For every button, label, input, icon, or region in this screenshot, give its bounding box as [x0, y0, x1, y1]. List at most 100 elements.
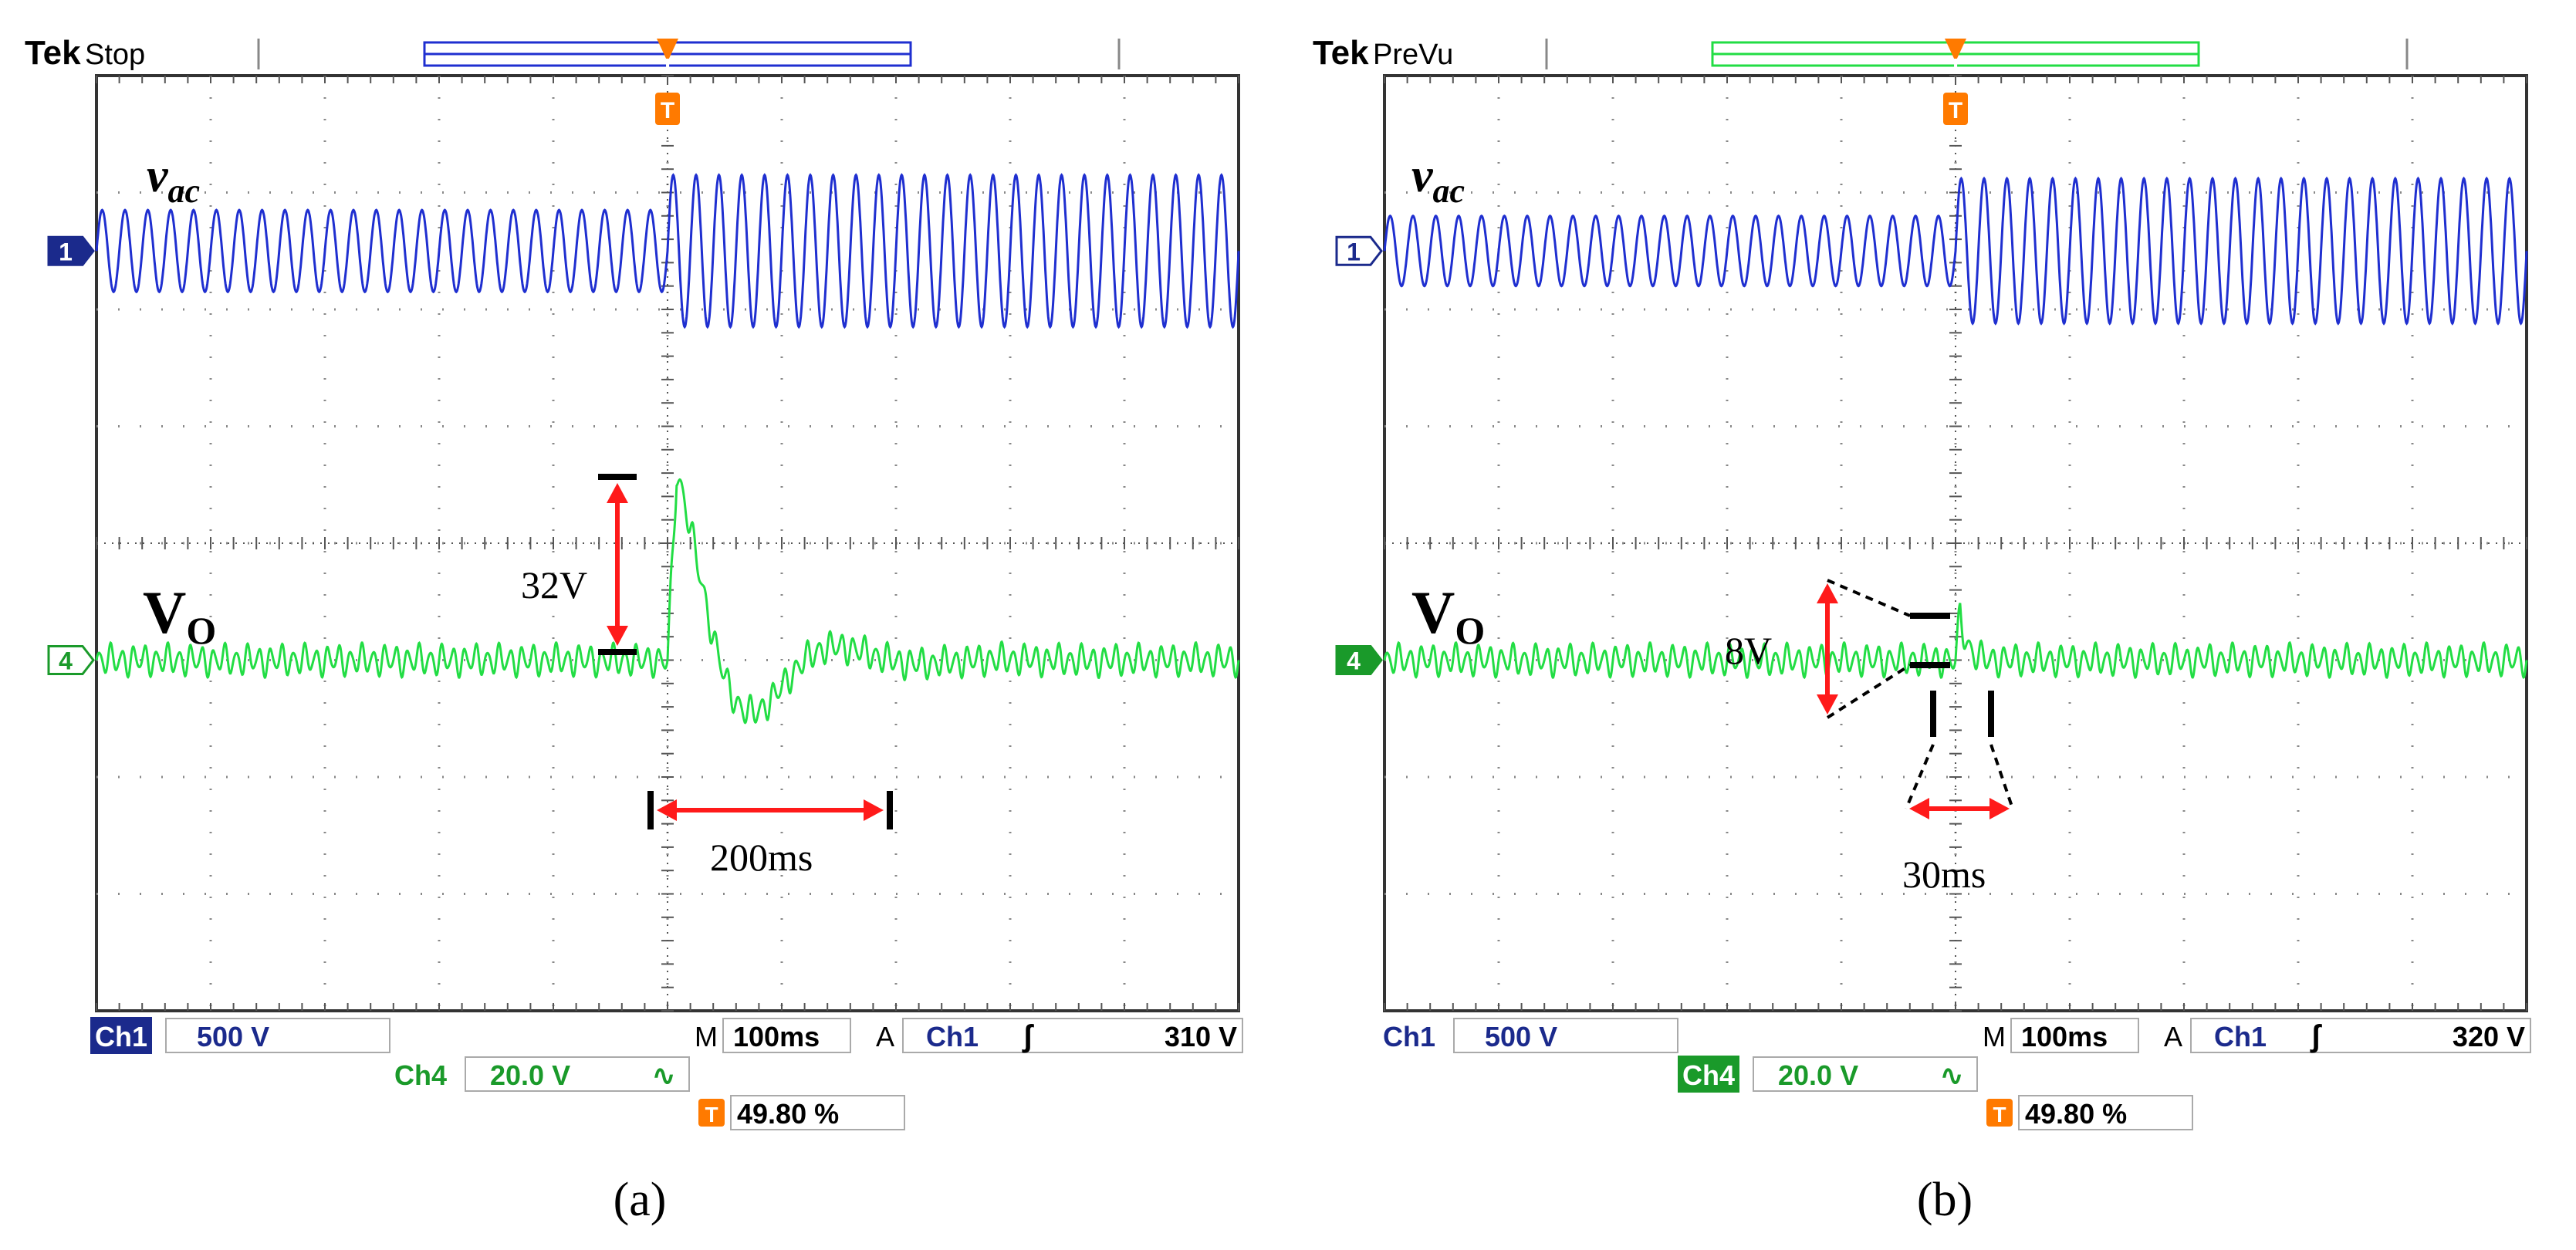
ch4-scale-value: 20.0 V [490, 1059, 570, 1091]
timebase-prefix: M [695, 1021, 718, 1052]
ch1-marker-shape [47, 235, 95, 266]
panel-caption: (b) [1917, 1174, 1973, 1226]
trigger-level: 310 V [1165, 1021, 1237, 1052]
trigger-position-icon-label: T [705, 1103, 718, 1127]
trigger-readout: A Ch1 ʃ 320 V [2164, 1018, 2531, 1053]
ch4-readout: Ch4 20.0 V ∿ [1678, 1056, 1978, 1093]
ch1-marker-label: 1 [1347, 238, 1361, 265]
ch1-scale-box [165, 1018, 390, 1053]
trigger-box [902, 1018, 1243, 1053]
ch4-marker-label: 4 [1347, 647, 1361, 675]
ch1-readout-label: Ch1 [1383, 1021, 1435, 1052]
trigger-position-icon [1986, 1099, 2013, 1127]
ch4-readout-label: Ch4 [394, 1059, 447, 1091]
status-label: Stop [85, 39, 145, 71]
ch4-marker-shape [1335, 645, 1383, 675]
ch4-readout-label: Ch4 [1682, 1059, 1735, 1091]
trigger-position-box [2018, 1095, 2193, 1130]
trigger-top-label: T [1949, 54, 1962, 78]
trigger-box [2190, 1018, 2531, 1053]
scope-panel-b: Tek PreVu T T 1 4 vac VO 8V 30ms Ch1 500 V M 100ms A Ch… [1288, 0, 2576, 1250]
amplitude-arrowhead-down [607, 626, 628, 646]
annotations-group: 8V 30ms [1725, 579, 2014, 896]
ch4-scale-box [465, 1056, 690, 1092]
trigger-position-box [730, 1095, 905, 1130]
timebase-box [722, 1018, 851, 1053]
trigger-marker-box [655, 93, 680, 125]
timebase-box [2010, 1018, 2139, 1053]
vac-label-main: v [1411, 150, 1434, 202]
ch4-vo-trace [1383, 603, 2528, 680]
trigger-position-value: 49.80 % [2025, 1098, 2127, 1130]
vac-label-main: v [147, 150, 169, 202]
trigger-position-readout: T 49.80 % [698, 1095, 905, 1130]
vo-label-main: V [143, 579, 186, 646]
vo-label: VO [143, 579, 216, 652]
ch4-scale-box [1753, 1056, 1978, 1092]
trigger-source: Ch1 [2214, 1021, 2267, 1052]
ch4-coupling-icon: ∿ [1940, 1059, 1963, 1091]
duration-arrowhead-right [1989, 798, 2010, 819]
ch4-ground-marker: 4 [1335, 645, 1383, 675]
ch1-scale-value: 500 V [197, 1021, 269, 1052]
amplitude-arrowhead-up [1817, 583, 1838, 603]
ch4-readout: Ch4 20.0 V ∿ [390, 1056, 690, 1093]
amplitude-annotation: 32V [521, 563, 587, 606]
trigger-position-value: 49.80 % [737, 1098, 839, 1130]
ch4-ground-marker: 4 [47, 645, 95, 675]
duration-arrowhead-right [864, 799, 884, 821]
duration-arrowhead-left [657, 799, 677, 821]
timebase-value: 100ms [2021, 1021, 2108, 1052]
timebase-readout: M 100ms [1983, 1018, 2139, 1053]
vo-label-sub: O [1455, 609, 1485, 652]
amplitude-annotation: 8V [1725, 629, 1772, 672]
ch1-scale-box [1453, 1018, 1678, 1053]
vac-label: vac [1411, 150, 1465, 210]
ch4-scale-value: 20.0 V [1778, 1059, 1858, 1091]
ch1-vac-trace [1383, 176, 2528, 326]
annotations-group: 32V 200ms [521, 474, 893, 879]
status-label: PreVu [1373, 39, 1453, 71]
ch1-scale-value: 500 V [1485, 1021, 1557, 1052]
trigger-position-readout: T 49.80 % [1986, 1095, 2193, 1130]
ch4-readout-badge [1678, 1056, 1739, 1093]
trigger-marker-label: T [1949, 98, 1962, 123]
brand-label: Tek [1313, 34, 1369, 72]
trigger-position-icon-label: T [1993, 1103, 2006, 1127]
ch1-readout-label: Ch1 [95, 1021, 147, 1052]
trigger-marker-box [1943, 93, 1968, 125]
amplitude-arrowhead-up [607, 483, 628, 503]
ch1-ground-marker: 1 [1335, 235, 1383, 266]
duration-annotation: 200ms [710, 836, 813, 879]
zoom-dash-bottom [1826, 664, 1912, 719]
ch1-marker-label: 1 [59, 238, 73, 265]
trigger-position-marker: T [1943, 93, 1968, 125]
vac-label: vac [147, 150, 200, 210]
scope-panel-a: Tek Stop T T 1 4 vac VO 32V 200ms Ch1 500 V M 100ms A C… [25, 34, 1243, 1226]
ch1-readout: Ch1 500 V [1378, 1017, 1678, 1054]
duration-arrowhead-left [1909, 798, 1929, 819]
ch1-readout-badge [90, 1017, 152, 1054]
amplitude-arrowhead-down [1817, 694, 1838, 715]
ch1-readout: Ch1 500 V [90, 1017, 390, 1054]
trigger-mode: A [876, 1021, 894, 1052]
zoom-dash-top [1827, 579, 1911, 617]
timebase-readout: M 100ms [695, 1018, 851, 1053]
ch4-readout-badge [390, 1056, 451, 1093]
ch1-readout-badge [1378, 1017, 1440, 1054]
ch1-vac-trace [95, 173, 1240, 329]
vac-label-sub: ac [168, 172, 201, 210]
duration-annotation: 30ms [1902, 853, 1986, 896]
ch4-marker-shape [47, 645, 95, 675]
vac-label-sub: ac [1433, 172, 1465, 210]
zoom-dash-right [1989, 744, 2014, 809]
ch4-marker-label: 4 [59, 647, 73, 675]
trigger-position-icon [698, 1099, 725, 1127]
ch1-ground-marker: 1 [47, 235, 95, 266]
trigger-top-arrow [1945, 39, 1966, 62]
trigger-source: Ch1 [926, 1021, 979, 1052]
trigger-level: 320 V [2453, 1021, 2525, 1052]
